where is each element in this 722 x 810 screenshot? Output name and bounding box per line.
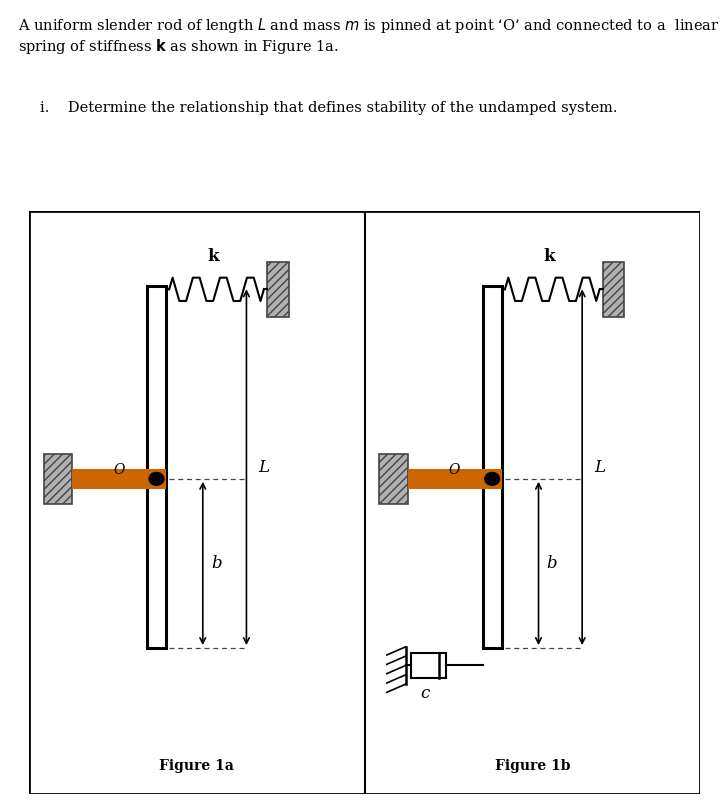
Text: i.    Determine the relationship that defines stability of the undamped system.: i. Determine the relationship that defin… [40, 101, 617, 115]
Text: k: k [543, 249, 554, 266]
Bar [72, 469, 166, 489]
Text: O: O [113, 463, 124, 477]
Bar [267, 262, 289, 317]
Text: Figure 1b: Figure 1b [495, 760, 570, 774]
Text: L: L [594, 458, 605, 475]
Text: A uniform slender rod of length $L$ and mass $m$ is pinned at point ‘O’ and conn: A uniform slender rod of length $L$ and … [18, 15, 720, 57]
Circle shape [484, 472, 500, 485]
Text: c: c [420, 684, 430, 701]
Bar [147, 287, 166, 648]
Bar [43, 454, 72, 504]
Text: Figure 1a: Figure 1a [160, 760, 234, 774]
Bar [603, 262, 625, 317]
Circle shape [149, 472, 164, 485]
Text: b: b [547, 555, 557, 572]
Text: O: O [449, 463, 460, 477]
Text: k: k [207, 249, 219, 266]
Bar [408, 469, 502, 489]
Text: L: L [258, 458, 269, 475]
Bar [483, 287, 502, 648]
Bar [379, 454, 408, 504]
Text: b: b [211, 555, 222, 572]
Bar [411, 653, 446, 678]
